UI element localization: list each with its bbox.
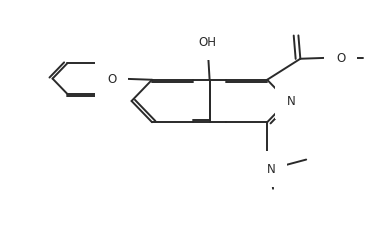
Text: O: O [107, 73, 116, 86]
Text: N: N [267, 163, 275, 176]
Text: OH: OH [199, 36, 217, 49]
Text: O: O [336, 52, 345, 65]
Text: N: N [287, 95, 296, 108]
